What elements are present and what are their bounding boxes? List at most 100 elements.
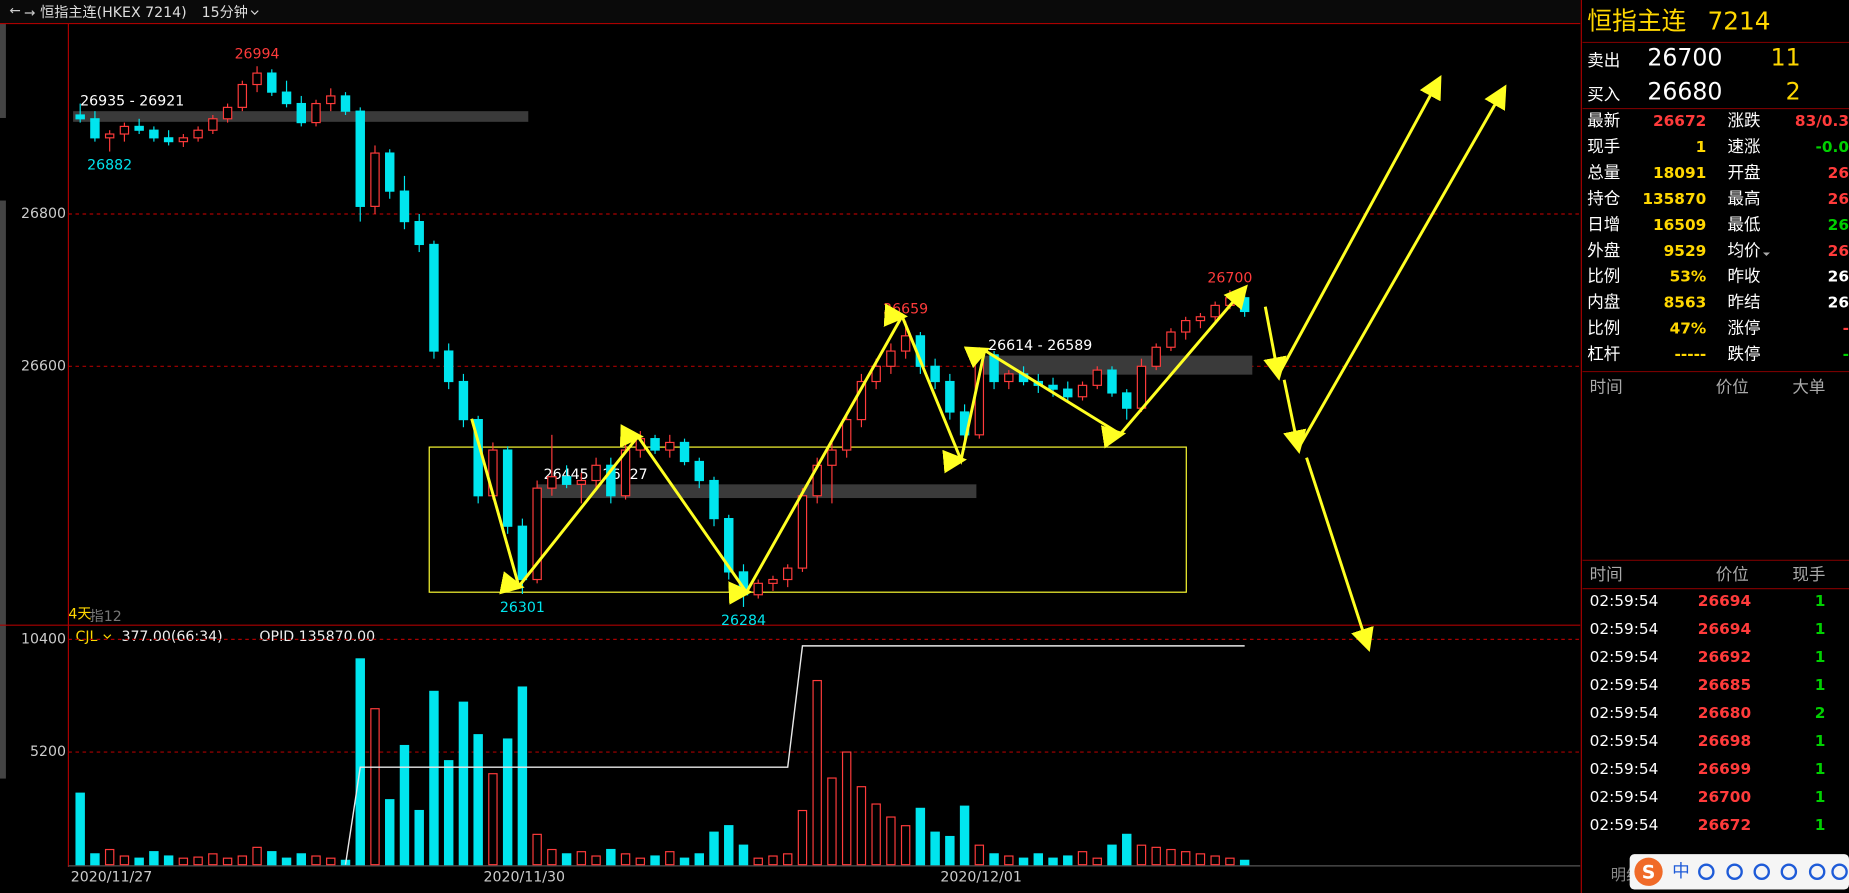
scroll-strip [0,23,6,118]
volume-bar [1004,855,1014,866]
volume-bar [355,658,365,866]
ime-bar[interactable] [1629,854,1849,890]
candle-body [797,495,808,569]
column-header: 价位 [1716,565,1749,584]
volume-bar [488,773,498,866]
stat-label: 外盘 [1587,241,1620,260]
price-label: 26659 [883,302,928,318]
candle-body [1063,388,1073,398]
stat-label: 比例 [1587,319,1620,338]
price-label: 26994 [235,46,280,62]
tick-price: 26694 [1698,620,1751,638]
tick-price: 26699 [1698,760,1751,778]
stat-value: ----- [1675,346,1707,364]
candle-body [355,110,365,207]
indicator-label: 4天 [68,607,91,623]
book-label: 卖出 [1587,51,1620,70]
x-tick-label: 2020/11/27 [71,870,153,886]
volume-bar [620,853,631,866]
candle-body [1210,304,1220,318]
tick-time: 02:59:54 [1590,704,1659,722]
tick-qty: 1 [1815,760,1826,778]
volume-bar [119,855,130,866]
zone-label: 26614 - 26589 [988,338,1092,354]
indicator-name[interactable]: CJL [75,629,97,645]
candle-body [163,137,174,143]
volume-bar [458,701,469,866]
book-qty: 2 [1786,78,1801,106]
stat-label: 现手 [1587,137,1620,156]
y-tick-label: 26600 [21,358,66,374]
period-select[interactable]: 15分钟 [202,4,248,21]
candle-body [326,95,336,105]
volume-bar [945,835,955,866]
indicator-label: 指12 [90,609,122,625]
volume-bar [782,853,793,866]
ime-icon [1698,863,1715,881]
nav-icon[interactable] [9,7,36,16]
y-tick-label: 26800 [21,206,66,222]
candle-body [650,438,660,451]
candle-body [1077,384,1088,398]
tick-qty: 1 [1815,676,1826,694]
stat-label: 昨结 [1728,293,1761,312]
volume-bar [635,857,646,866]
volume-bar [974,844,985,866]
volume-bar [414,809,424,866]
stat-value: 47% [1670,320,1707,338]
tick-qty: 1 [1815,788,1826,806]
tick-price: 26692 [1698,648,1751,666]
dropdown-icon[interactable] [103,634,112,640]
candle-body [841,419,852,451]
price-label: 26301 [500,600,545,616]
volume-bar [1166,848,1176,866]
tick-time: 02:59:54 [1590,676,1659,694]
candle-body [90,118,100,139]
stat-label: 开盘 [1728,163,1761,182]
stat-label: 日增 [1587,215,1620,234]
volume-bar [1195,853,1206,866]
ime-icon [1726,863,1743,881]
tick-time: 02:59:54 [1590,816,1659,834]
candle-body [119,125,130,135]
sort-icon [1762,252,1770,256]
candle-body [709,479,719,520]
stat-value: - [1843,320,1849,338]
trend-drawings [470,75,1507,653]
open-interest-line [344,645,1245,865]
stat-value: 26672 [1653,112,1706,130]
volume-bar [502,738,513,866]
candle-body [517,525,528,581]
volume-bar [606,848,616,866]
stat-value: 1 [1696,138,1707,156]
tick-qty: 1 [1815,732,1826,750]
candle-body [414,221,424,246]
candle-body [1195,316,1206,322]
candle-body [296,102,307,124]
volume-bar [208,853,218,866]
candle-body [104,133,115,139]
volume-bar [591,855,601,866]
dropdown-icon[interactable] [250,10,259,15]
ime-mode: 中 [1672,861,1690,882]
candle-body [1166,331,1176,348]
volume-bar [709,831,719,866]
volume-bar [370,708,380,866]
candle-body [886,350,896,367]
candle-body [222,106,233,120]
candle-body [208,118,218,131]
y-tick-label: 10400 [21,631,66,647]
volume-bar [1018,857,1029,866]
toolbar [0,0,1581,24]
volume-bar [75,792,85,866]
stat-label: 最新 [1587,111,1620,130]
candle-body [679,441,690,463]
volume-bar [252,846,262,866]
quote-code: 7214 [1707,6,1770,35]
volume-bar [1107,844,1117,866]
stat-value: - [1843,346,1849,364]
candle-body [945,380,955,413]
volume-bar [532,833,542,866]
